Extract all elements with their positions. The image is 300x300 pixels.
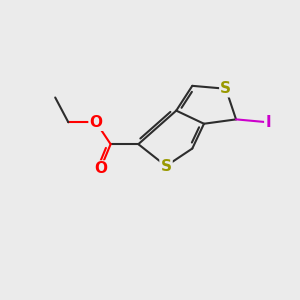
Text: S: S <box>160 158 172 173</box>
Text: S: S <box>220 81 231 96</box>
Text: O: O <box>94 161 107 176</box>
Text: I: I <box>265 115 271 130</box>
Text: O: O <box>89 115 103 130</box>
